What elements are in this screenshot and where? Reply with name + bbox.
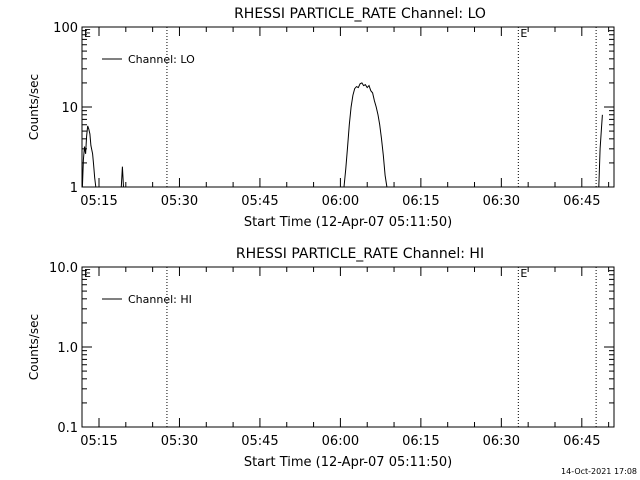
- y-tick-label: 1.0: [57, 341, 78, 356]
- series-line-segment: [343, 82, 388, 188]
- y-axis-label: Counts/sec: [27, 74, 41, 140]
- series-line-segment: [120, 166, 124, 188]
- footer-date: 14-Oct-2021 17:08: [561, 467, 637, 476]
- y-tick-label: 10: [61, 101, 78, 116]
- panel-hi-channel: RHESSI PARTICLE_RATE Channel: HI Counts/s…: [27, 246, 615, 470]
- x-tick-label: 06:15: [402, 194, 439, 209]
- x-axis-label: Start Time (12-Apr-07 05:11:50): [244, 455, 452, 470]
- event-marker: E: [520, 27, 527, 40]
- y-axis-label: Counts/sec: [27, 314, 41, 380]
- x-tick-label: 05:15: [80, 434, 117, 449]
- event-marker: E: [520, 267, 527, 280]
- event-marker: E: [84, 267, 91, 280]
- x-tick-label: 06:00: [322, 434, 359, 449]
- chart-title: RHESSI PARTICLE_RATE Channel: HI: [236, 246, 484, 262]
- event-marker: E: [84, 27, 91, 40]
- x-tick-label: 06:15: [402, 434, 439, 449]
- y-tick-label: 10.0: [49, 261, 78, 276]
- x-tick-label: 06:45: [563, 194, 600, 209]
- chart-title: RHESSI PARTICLE_RATE Channel: LO: [234, 6, 486, 22]
- legend-label: Channel: HI: [128, 293, 192, 306]
- x-tick-label: 06:45: [563, 434, 600, 449]
- legend-label: Channel: LO: [128, 53, 195, 66]
- x-tick-label: 06:00: [322, 194, 359, 209]
- x-tick-label: 05:45: [241, 194, 278, 209]
- x-tick-label: 05:30: [161, 194, 198, 209]
- x-tick-label: 05:15: [80, 194, 117, 209]
- x-tick-label: 06:30: [483, 434, 520, 449]
- y-tick-label: 1: [70, 181, 78, 196]
- x-tick-label: 05:45: [241, 434, 278, 449]
- x-tick-label: 06:30: [483, 194, 520, 209]
- x-tick-label: 05:30: [161, 434, 198, 449]
- plot-frame: [81, 26, 615, 188]
- plot-frame: [81, 266, 615, 428]
- y-tick-label: 100: [53, 21, 78, 36]
- x-axis-label: Start Time (12-Apr-07 05:11:50): [244, 215, 452, 230]
- series-line-segment: [598, 114, 603, 188]
- panel-lo-channel: RHESSI PARTICLE_RATE Channel: LO Counts/s…: [27, 6, 615, 230]
- y-tick-label: 0.1: [57, 421, 78, 436]
- series-line-segment: [81, 125, 97, 188]
